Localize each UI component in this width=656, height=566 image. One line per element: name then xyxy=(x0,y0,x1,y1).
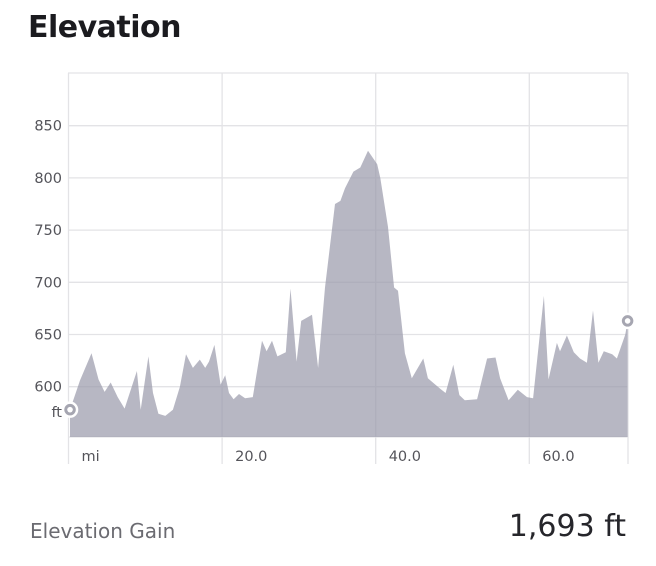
chart-title: Elevation xyxy=(28,10,182,45)
elevation-chart: 850 800 750 700 650 600 ft mi 20.0 40.0 60.0 xyxy=(34,72,636,465)
x-tick-label-mi: mi xyxy=(82,449,100,465)
x-tick-label-40.0: 40.0 xyxy=(389,449,421,465)
y-tick-label-650: 650 xyxy=(34,328,62,344)
y-tick-label-700: 700 xyxy=(34,275,62,291)
elevation-gain-row: Elevation Gain 1,693 ft xyxy=(0,505,656,553)
x-tick-label-60.0: 60.0 xyxy=(542,449,574,465)
y-tick-label-750: 750 xyxy=(34,223,62,239)
y-tick-label-800: 800 xyxy=(34,171,62,187)
y-tick-label-600: 600 xyxy=(34,380,62,396)
y-axis-unit-label: ft xyxy=(51,405,62,421)
elevation-gain-value: 1,693 ft xyxy=(508,509,626,544)
end-marker-hole xyxy=(624,318,631,324)
chart-plot-area[interactable] xyxy=(68,73,628,437)
elevation-gain-label: Elevation Gain xyxy=(30,519,176,543)
elevation-area xyxy=(70,150,628,438)
y-tick-label-850: 850 xyxy=(34,119,62,135)
start-marker-hole xyxy=(67,406,73,413)
x-tick-label-20.0: 20.0 xyxy=(235,449,267,465)
